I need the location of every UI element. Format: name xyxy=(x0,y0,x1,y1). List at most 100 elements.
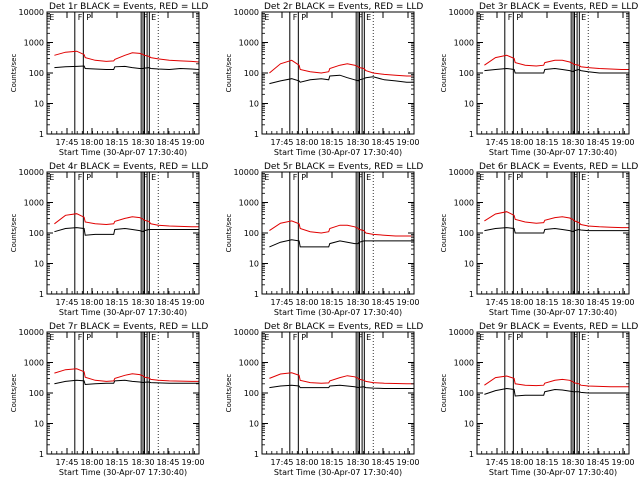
series-lld xyxy=(54,368,199,382)
x-tick-label: 18:30 xyxy=(346,458,369,467)
y-tick-label: 10000 xyxy=(449,328,474,337)
x-tick-label: 17:45 xyxy=(485,138,508,147)
x-tick-label: 18:00 xyxy=(510,138,533,147)
y-tick-label: 100 xyxy=(459,69,474,78)
flag-label: F xyxy=(358,333,363,342)
flag-label: E xyxy=(264,13,269,22)
y-axis-label: Counts/sec xyxy=(440,374,448,413)
panel-title: Det 4r BLACK = Events, RED = LLD xyxy=(49,162,208,172)
flag-label: E xyxy=(264,333,269,342)
series-events xyxy=(269,384,414,389)
flag-label: F xyxy=(293,333,298,342)
x-tick-label: 18:00 xyxy=(295,138,318,147)
x-tick-label: 18:45 xyxy=(156,458,179,467)
series-lld xyxy=(54,50,200,63)
flag-label: P xyxy=(516,13,521,22)
y-tick-label: 100 xyxy=(459,389,474,398)
flag-label: E xyxy=(366,333,371,342)
flag-label: P xyxy=(301,333,306,342)
x-tick-label: 18:15 xyxy=(320,298,343,307)
x-axis-label: Start Time (30-Apr-07 17:30:40) xyxy=(59,308,187,317)
y-tick-label: 1000 xyxy=(239,359,259,368)
x-tick-label: 18:00 xyxy=(510,298,533,307)
flag-label: F xyxy=(573,333,578,342)
x-tick-label: 18:00 xyxy=(295,298,318,307)
flag-label: E xyxy=(479,13,484,22)
x-axis-label: Start Time (30-Apr-07 17:30:40) xyxy=(489,308,617,317)
x-tick-label: 18:45 xyxy=(586,458,609,467)
flag-label: F xyxy=(143,173,148,182)
x-axis-label: Start Time (30-Apr-07 17:30:40) xyxy=(274,468,402,477)
y-tick-label: 1 xyxy=(39,450,44,459)
series-events xyxy=(269,74,414,85)
x-tick-label: 18:15 xyxy=(105,298,128,307)
y-axis-label: Counts/sec xyxy=(10,54,18,93)
x-tick-label: 18:30 xyxy=(561,138,584,147)
y-tick-label: 10 xyxy=(249,100,259,109)
y-tick-label: 10 xyxy=(34,260,44,269)
flag-label: E xyxy=(581,13,586,22)
x-tick-label: 17:45 xyxy=(55,298,78,307)
x-tick-label: 18:30 xyxy=(561,298,584,307)
flag-label: E xyxy=(581,333,586,342)
y-tick-label: 10 xyxy=(249,420,259,429)
x-tick-label: 18:45 xyxy=(586,298,609,307)
y-tick-label: 1 xyxy=(39,290,44,299)
y-tick-label: 10000 xyxy=(449,8,474,17)
flag-label: E xyxy=(581,173,586,182)
panel-title: Det 8r BLACK = Events, RED = LLD xyxy=(264,322,423,332)
x-tick-label: 17:45 xyxy=(55,138,78,147)
flag-label: F xyxy=(78,333,83,342)
flag-label: F xyxy=(143,333,148,342)
flag-label: P xyxy=(86,173,91,182)
y-tick-label: 100 xyxy=(244,389,259,398)
y-tick-label: 1 xyxy=(469,450,474,459)
x-tick-label: 19:00 xyxy=(611,138,634,147)
y-tick-label: 100 xyxy=(244,229,259,238)
series-events xyxy=(484,67,629,74)
y-tick-label: 100 xyxy=(29,389,44,398)
x-tick-label: 17:45 xyxy=(270,138,293,147)
series-lld xyxy=(54,213,199,228)
x-tick-label: 19:00 xyxy=(181,138,204,147)
x-tick-label: 18:45 xyxy=(371,138,394,147)
series-events xyxy=(54,227,199,236)
flag-label: P xyxy=(86,333,91,342)
x-tick-label: 18:30 xyxy=(131,458,154,467)
y-tick-label: 100 xyxy=(29,229,44,238)
flag-label: F xyxy=(293,13,298,22)
panel-title: Det 1r BLACK = Events, RED = LLD xyxy=(49,2,208,12)
x-tick-label: 18:00 xyxy=(80,138,103,147)
x-tick-label: 18:00 xyxy=(295,458,318,467)
panel-title: Det 2r BLACK = Events, RED = LLD xyxy=(264,2,423,12)
series-events xyxy=(484,387,629,397)
x-axis-label: Start Time (30-Apr-07 17:30:40) xyxy=(274,308,402,317)
series-events xyxy=(269,239,414,248)
y-tick-label: 1000 xyxy=(24,199,44,208)
series-lld xyxy=(269,372,414,385)
y-tick-label: 10 xyxy=(464,100,474,109)
y-tick-label: 10000 xyxy=(234,168,259,177)
series-events xyxy=(54,379,199,386)
y-tick-label: 10 xyxy=(464,420,474,429)
x-tick-label: 18:45 xyxy=(371,458,394,467)
flag-label: P xyxy=(516,333,521,342)
flag-label: F xyxy=(573,173,578,182)
x-tick-label: 19:00 xyxy=(396,138,419,147)
x-tick-label: 19:00 xyxy=(181,458,204,467)
y-axis-label: Counts/sec xyxy=(225,374,233,413)
y-tick-label: 1000 xyxy=(239,199,259,208)
flag-label: F xyxy=(573,13,578,22)
flag-label: F xyxy=(358,173,363,182)
flag-label: F xyxy=(358,13,363,22)
x-tick-label: 18:30 xyxy=(131,138,154,147)
x-tick-label: 17:45 xyxy=(270,298,293,307)
y-axis-label: Counts/sec xyxy=(10,374,18,413)
y-tick-label: 1 xyxy=(254,290,259,299)
y-tick-label: 10 xyxy=(34,420,44,429)
y-axis-label: Counts/sec xyxy=(10,214,18,253)
x-tick-label: 18:15 xyxy=(105,458,128,467)
